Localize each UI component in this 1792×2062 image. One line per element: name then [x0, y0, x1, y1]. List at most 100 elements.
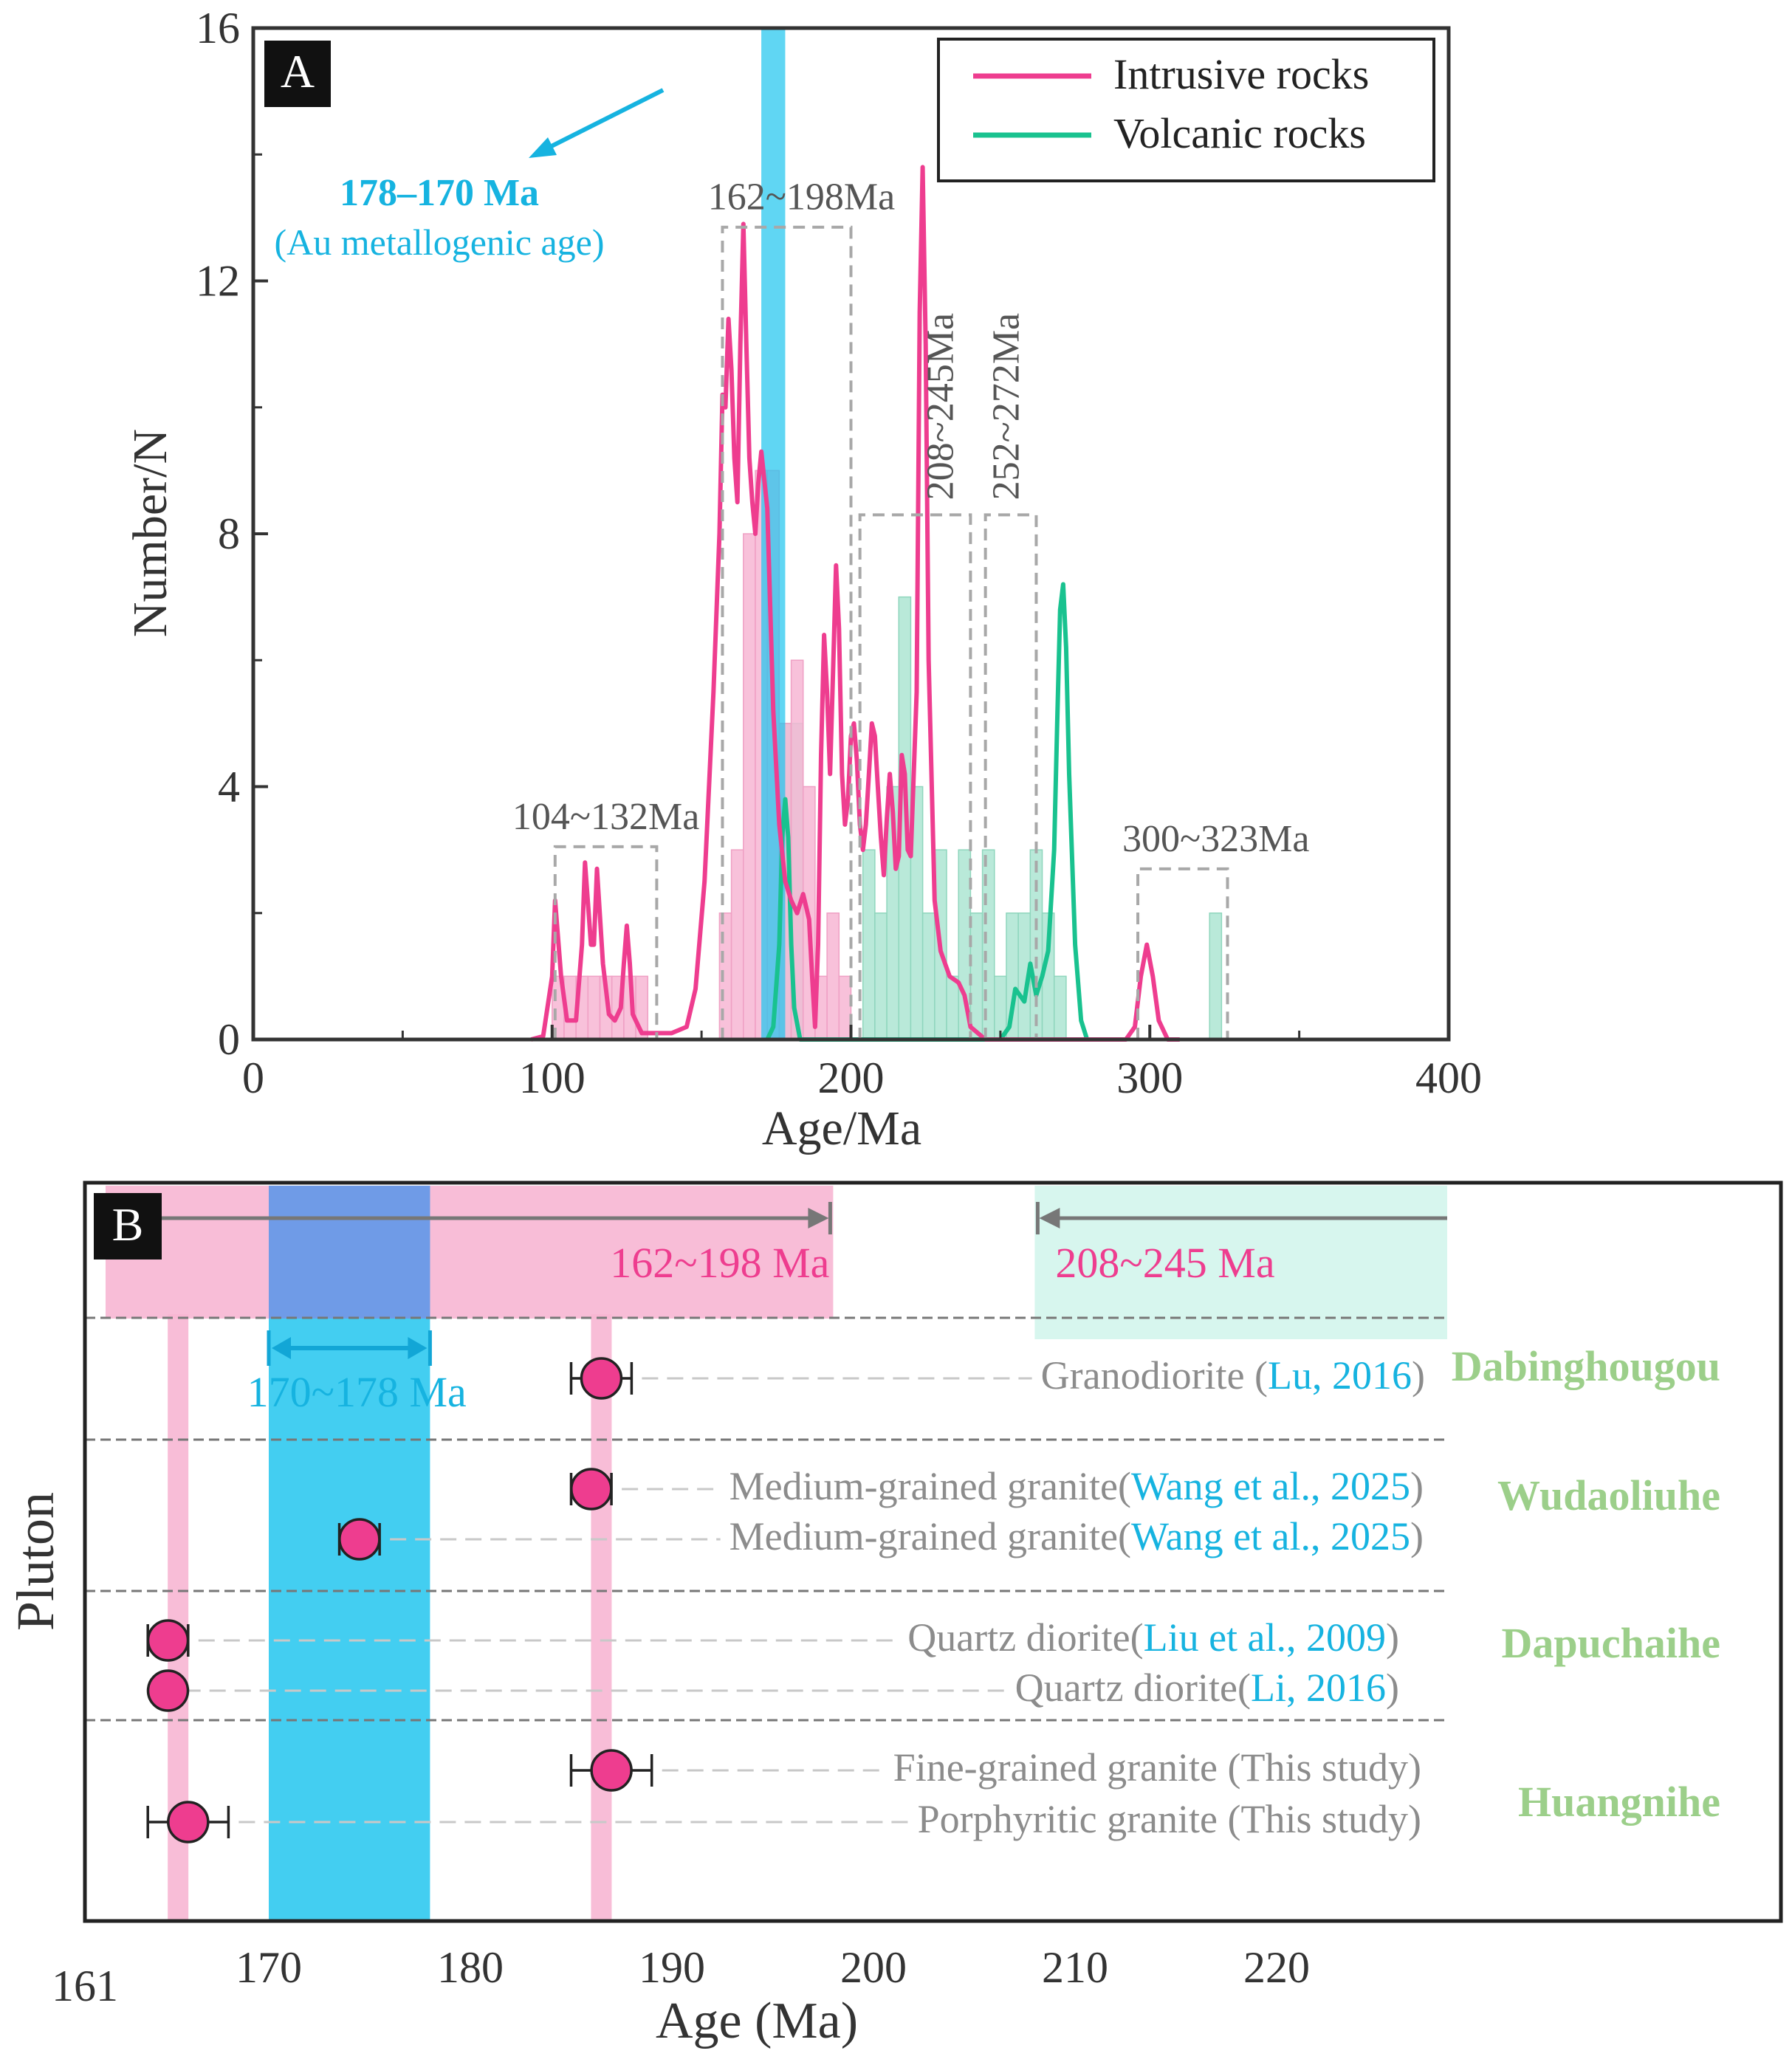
group-box	[1136, 867, 1229, 1039]
x-tick-label: 0	[242, 1054, 264, 1102]
legend-box	[937, 38, 1435, 182]
volcanic-bar	[1053, 975, 1067, 1040]
sample-paren-open: (	[1218, 1745, 1240, 1790]
sample-paren-close: )	[1408, 1745, 1421, 1790]
panel-a-letter: A	[281, 45, 315, 97]
b-x-tick-label: 190	[639, 1943, 705, 1992]
range-162-198-band	[106, 1186, 834, 1319]
y-tick-label: 8	[218, 509, 240, 558]
pluton-label: Dapuchaihe	[1501, 1619, 1720, 1667]
group-box	[553, 845, 659, 1039]
panel-b-frame	[83, 1181, 1783, 1923]
panel-a-axes: 0 100 200 300 400 0 4 8 12 16	[196, 4, 1482, 1102]
x-tick-label: 300	[1116, 1054, 1183, 1102]
intrusive-bar	[730, 849, 744, 1040]
intrusive-kde-line	[530, 165, 1180, 1042]
sample-paren-close: )	[1410, 1464, 1424, 1508]
sample-rock: Medium-grained granite	[729, 1514, 1118, 1558]
panel-a: 104~132Ma 162~198Ma 208~245Ma 252~272Ma 300~…	[123, 4, 1482, 1155]
legend-volcanic-label: Volcanic rocks	[1113, 109, 1366, 157]
y-tick-label: 0	[218, 1015, 240, 1064]
au-arrow-line	[541, 88, 665, 153]
sample-paren-close: )	[1408, 1797, 1421, 1841]
group-box-label: 104~132Ma	[512, 796, 699, 838]
b-x-tick-label: 200	[840, 1943, 907, 1992]
y-tick-label: 12	[196, 257, 240, 306]
sample-reference: Liu et al., 2009	[1144, 1615, 1386, 1660]
au-arrow-head	[529, 137, 557, 158]
sample-reference: This study	[1240, 1797, 1408, 1841]
volcanic-bar	[921, 913, 936, 1040]
y-tick-label: 4	[218, 763, 240, 811]
sample-label: Medium-grained granite(Wang et al., 2025…	[729, 1464, 1424, 1508]
intrusive-bar	[826, 913, 840, 1040]
volcanic-bar	[1209, 913, 1223, 1040]
sample-paren-open: (	[1118, 1514, 1131, 1558]
legend-intrusive-label: Intrusive rocks	[1113, 50, 1369, 98]
metallogenic-arrow-right	[408, 1337, 428, 1359]
range-162-198-label: 162~198 Ma	[610, 1239, 829, 1287]
panel-b-letter: B	[112, 1198, 144, 1251]
metallogenic-arrow-left	[272, 1337, 291, 1359]
volcanic-bar	[862, 849, 876, 1040]
panel-b-x-axis: 161 170 180 190 200 210 220	[52, 1943, 1310, 2010]
sample-paren-close: )	[1386, 1666, 1399, 1710]
pink-guide-band	[591, 1314, 612, 1920]
sample-label: Fine-grained granite (This study)	[893, 1745, 1421, 1790]
x-tick-label: 400	[1415, 1054, 1482, 1102]
sample-rock: Granodiorite	[1041, 1353, 1245, 1398]
sample-rock: Quartz diorite	[907, 1615, 1130, 1660]
x-tick-label: 100	[519, 1054, 586, 1102]
panel-a-histogram	[552, 470, 1223, 1040]
group-box	[858, 513, 972, 1039]
panel-b-samples: Granodiorite (Lu, 2016)Medium-grained gr…	[146, 1353, 1425, 1843]
group-box-label: 208~245Ma	[919, 313, 961, 500]
intrusive-bar	[743, 533, 756, 1040]
b-x-tick-label: 210	[1042, 1943, 1108, 1992]
sample-point	[167, 1801, 210, 1843]
panel-b-y-axis-label: Pluton	[6, 1492, 65, 1631]
sample-rock: Porphyritic granite	[918, 1797, 1218, 1841]
sample-paren-open: (	[1130, 1615, 1144, 1660]
sample-label: Porphyritic granite (This study)	[918, 1797, 1421, 1841]
panel-b-letter-box	[94, 1193, 162, 1259]
sample-rock: Quartz diorite	[1015, 1666, 1237, 1710]
group-box	[721, 225, 853, 1039]
sample-point	[338, 1518, 381, 1561]
volcanic-kde-line	[765, 582, 1090, 1042]
x-tick-label: 200	[818, 1054, 885, 1102]
sample-paren-open: (	[1218, 1797, 1240, 1841]
b-x-tick-label: 170	[236, 1943, 302, 1992]
sample-rock: Fine-grained granite	[893, 1745, 1218, 1790]
range-208-245-band	[1034, 1186, 1447, 1339]
b-x-tick-label: 220	[1243, 1943, 1310, 1992]
sample-point	[570, 1468, 613, 1511]
group-box-label: 252~272Ma	[985, 313, 1027, 500]
panel-a-letter-box	[264, 41, 331, 107]
b-x-tick-label: 180	[437, 1943, 504, 1992]
panel-b: 162~198 Ma 208~245 Ma 170~178 Ma Dabinghou…	[6, 1181, 1783, 2049]
pluton-label: Dabinghougou	[1452, 1342, 1720, 1390]
group-box-label: 162~198Ma	[708, 176, 895, 219]
volcanic-bar	[874, 913, 888, 1040]
range-208-245-arrowhead	[1039, 1208, 1060, 1228]
group-box-label: 300~323Ma	[1122, 818, 1309, 860]
b-x-tick-label: 161	[52, 1962, 118, 2010]
metallogenic-overlap	[269, 1186, 430, 1319]
panel-b-x-axis-label: Age (Ma)	[656, 1993, 858, 2049]
panel-a-group-boxes: 104~132Ma 162~198Ma 208~245Ma 252~272Ma 300~…	[512, 176, 1309, 1039]
sample-paren-close: )	[1410, 1514, 1424, 1558]
sample-reference: Wang et al., 2025	[1131, 1464, 1410, 1508]
sample-rock: Medium-grained granite	[729, 1464, 1118, 1508]
sample-label: Quartz diorite(Liu et al., 2009)	[907, 1615, 1399, 1660]
sample-reference: This study	[1240, 1745, 1408, 1790]
sample-point	[146, 1669, 190, 1712]
sample-paren-open: (	[1237, 1666, 1251, 1710]
range-162-198-arrowhead	[808, 1208, 829, 1228]
volcanic-bar	[969, 913, 983, 1040]
panel-b-background: 162~198 Ma 208~245 Ma 170~178 Ma	[106, 1186, 1447, 1920]
panel-a-y-axis-label: Number/N	[123, 429, 177, 637]
panel-a-x-axis-label: Age/Ma	[762, 1102, 921, 1155]
sample-point	[590, 1749, 633, 1792]
